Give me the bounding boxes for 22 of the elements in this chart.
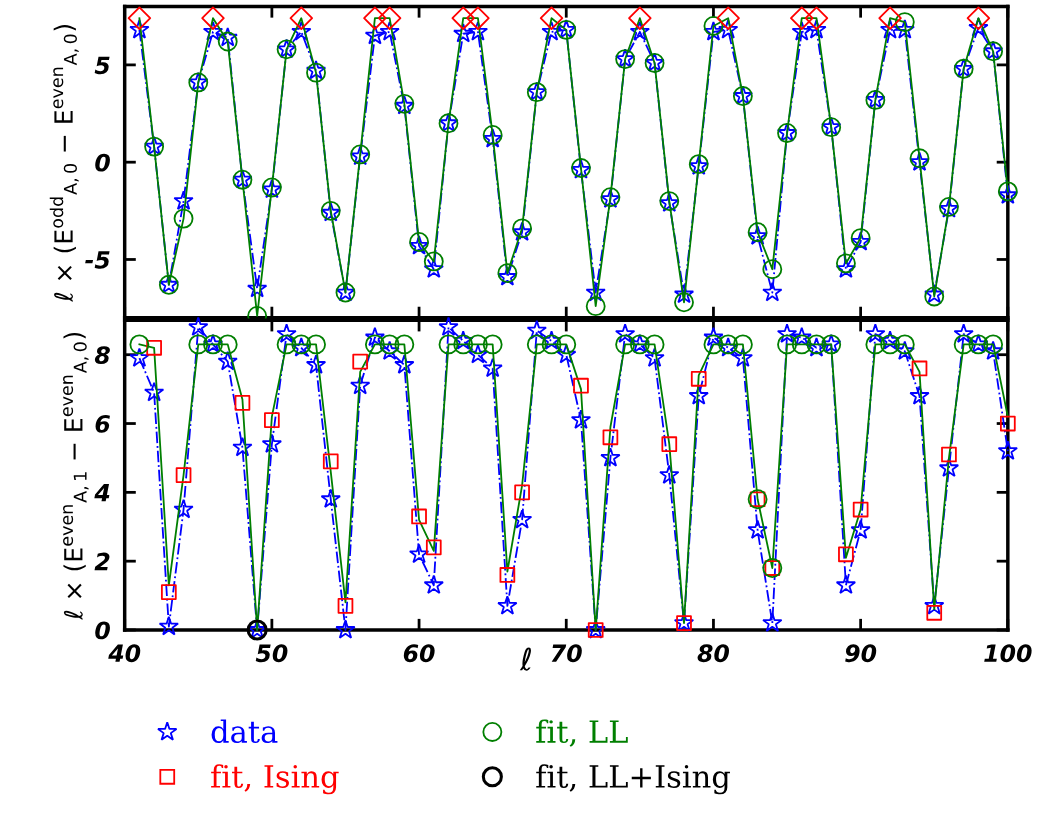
x-tick-label: 100 — [984, 644, 1032, 663]
y-tick-label: 0 — [95, 153, 110, 172]
y-tick-label: 4 — [94, 484, 110, 502]
x-tick-label: 60 — [403, 644, 435, 663]
x-tick-label: 80 — [697, 644, 730, 663]
y-tick-label: 5 — [94, 56, 110, 75]
legend-label: data — [211, 719, 278, 744]
x-tick-label: 40 — [108, 644, 141, 663]
x-tick-label: 90 — [845, 644, 877, 663]
legend-label: fit, LL — [536, 719, 628, 747]
x-tick-label: 70 — [551, 644, 582, 663]
y-tick-label: -5 — [85, 251, 110, 269]
y-axis-title: ℓ × (E$^{odd}$$_{A,0}$ − E$^{even}$$_{A,0}$) — [49, 24, 79, 303]
y-tick-label: 0 — [95, 621, 110, 640]
y-tick-label: 8 — [94, 346, 110, 365]
x-tick-label: 50 — [255, 644, 288, 663]
legend-label: fit, LL+Ising — [536, 764, 730, 795]
x-axis-title: ℓ — [519, 647, 531, 671]
y-axis-title: ℓ × (E$^{even}$$_{A,1}$ − E$^{even}$$_{A,0}$) — [63, 332, 89, 620]
y-tick-label: 2 — [94, 552, 110, 571]
y-tick-label: 6 — [95, 415, 110, 433]
legend-label: fit, Ising — [211, 764, 339, 795]
